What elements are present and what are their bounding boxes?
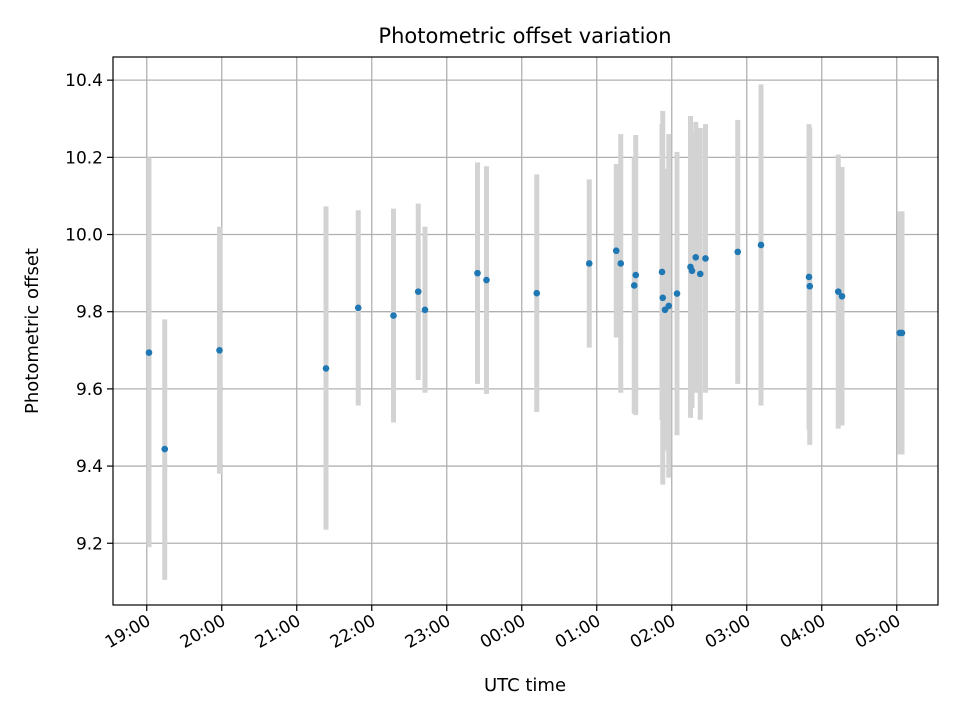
y-tick-label: 9.4 xyxy=(76,457,103,477)
data-point xyxy=(414,288,422,295)
y-tick-label: 9.2 xyxy=(76,534,103,554)
data-point xyxy=(688,267,696,275)
plot-frame xyxy=(112,56,939,606)
x-axis-label: UTC time xyxy=(484,675,566,696)
data-point xyxy=(161,445,169,453)
y-tick-label: 9.8 xyxy=(76,303,103,323)
data-point xyxy=(665,302,673,310)
data-point xyxy=(533,289,541,297)
data-point xyxy=(673,290,681,297)
data-point xyxy=(898,329,906,337)
data-point xyxy=(692,253,700,261)
data-point xyxy=(696,270,704,278)
data-point xyxy=(474,269,481,277)
data-point xyxy=(702,255,709,262)
y-tick-label: 10.2 xyxy=(65,148,103,168)
data-point xyxy=(757,241,765,249)
data-point xyxy=(838,292,846,300)
data-point xyxy=(659,294,667,302)
y-tick-label: 9.6 xyxy=(76,380,103,400)
data-point xyxy=(216,346,223,354)
data-point xyxy=(145,349,153,356)
data-point xyxy=(834,288,842,295)
data-points xyxy=(145,241,906,453)
y-tick-label: 10.4 xyxy=(65,71,103,91)
data-point xyxy=(322,365,330,372)
data-point xyxy=(585,260,593,267)
data-point xyxy=(354,304,362,312)
data-point xyxy=(658,268,666,276)
data-point xyxy=(734,248,742,256)
data-point xyxy=(630,282,638,289)
y-axis-ticks: 9.2 9.4 9.6 9.8 10.0 10.2 10.4 xyxy=(65,71,113,554)
data-point xyxy=(390,312,397,319)
data-point xyxy=(421,306,429,314)
data-point xyxy=(806,282,814,290)
data-point xyxy=(805,273,813,281)
data-point xyxy=(483,276,490,284)
y-tick-label: 10.0 xyxy=(65,226,103,246)
data-point xyxy=(617,260,625,267)
y-axis-label: Photometric offset xyxy=(22,248,43,414)
data-point xyxy=(612,247,620,255)
data-point xyxy=(632,271,640,279)
chart-title: Photometric offset variation xyxy=(378,24,671,48)
grid xyxy=(113,57,938,605)
